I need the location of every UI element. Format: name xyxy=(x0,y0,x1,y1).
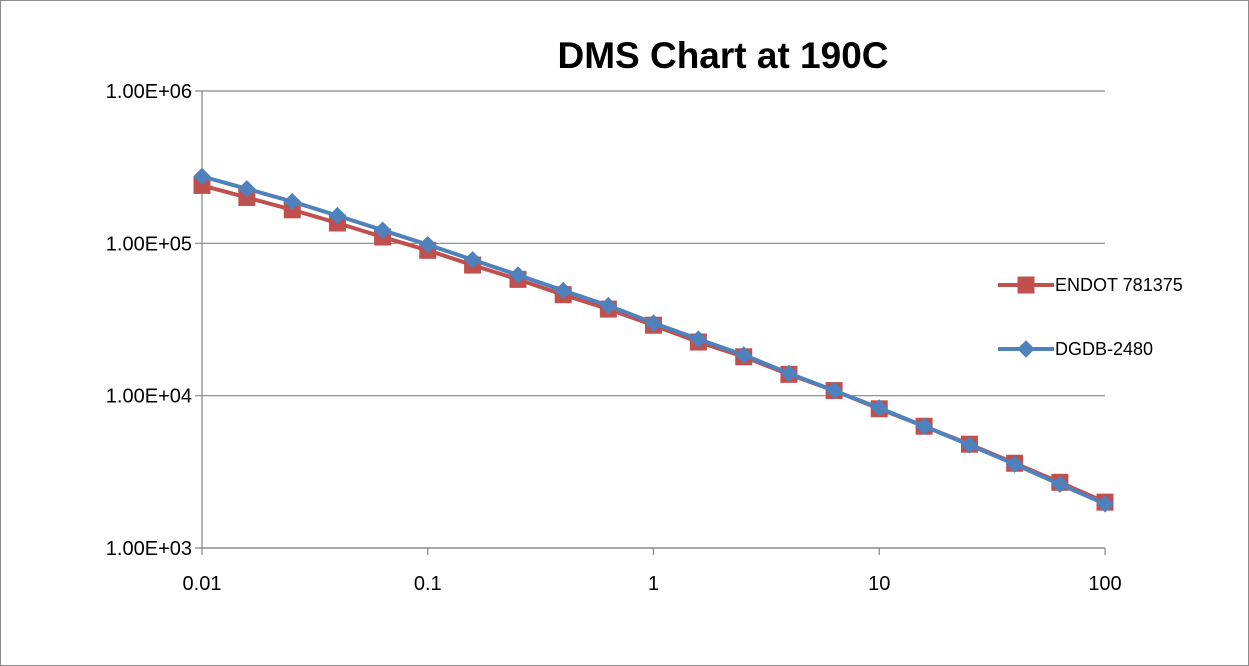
series-0 xyxy=(193,176,1114,511)
data-point xyxy=(780,364,798,383)
series-line xyxy=(201,183,1106,504)
data-point xyxy=(735,346,753,364)
data-point xyxy=(1051,475,1069,493)
data-point xyxy=(238,180,256,198)
data-point xyxy=(193,167,211,186)
y-tick-label: 1.00E+04 xyxy=(106,386,192,408)
series-layer xyxy=(193,167,1114,513)
data-point xyxy=(328,206,347,225)
chart-title: DMS Chart at 190C xyxy=(557,35,888,76)
data-point xyxy=(509,266,527,284)
data-point xyxy=(463,251,482,269)
data-point xyxy=(915,417,933,435)
x-tick-label: 10 xyxy=(868,573,890,595)
x-tick-label: 100 xyxy=(1088,573,1121,595)
legend-label: ENDOT 781375 xyxy=(1055,275,1183,295)
axes xyxy=(201,91,1106,555)
x-tick-label: 0.1 xyxy=(414,573,442,595)
data-point xyxy=(870,399,888,417)
y-tick-label: 1.00E+06 xyxy=(106,81,192,103)
data-point xyxy=(825,381,843,400)
y-tick-label: 1.00E+05 xyxy=(106,233,192,255)
data-point xyxy=(960,436,979,454)
legend-item: DGDB-2480 xyxy=(998,339,1153,359)
data-point xyxy=(689,330,708,348)
legend: ENDOT 781375 DGDB-2480 xyxy=(998,275,1183,359)
tick-labels: 1.00E+03 1.00E+04 1.00E+05 1.00E+06 0.01 0.1 1… xyxy=(106,81,1122,595)
y-tick-label: 1.00E+03 xyxy=(106,538,192,560)
data-point xyxy=(1005,455,1024,473)
series-1 xyxy=(193,167,1114,513)
legend-item: ENDOT 781375 xyxy=(998,275,1183,295)
data-point xyxy=(554,281,572,300)
data-point xyxy=(599,296,618,315)
data-point xyxy=(419,235,437,254)
data-point xyxy=(644,314,663,332)
legend-marker xyxy=(1017,276,1035,294)
data-point xyxy=(1096,495,1114,513)
legend-marker xyxy=(1017,340,1035,358)
data-point xyxy=(283,192,301,211)
data-point xyxy=(373,221,392,239)
x-tick-label: 1 xyxy=(648,573,659,595)
x-tick-label: 0.01 xyxy=(183,573,222,595)
legend-label: DGDB-2480 xyxy=(1055,339,1153,359)
